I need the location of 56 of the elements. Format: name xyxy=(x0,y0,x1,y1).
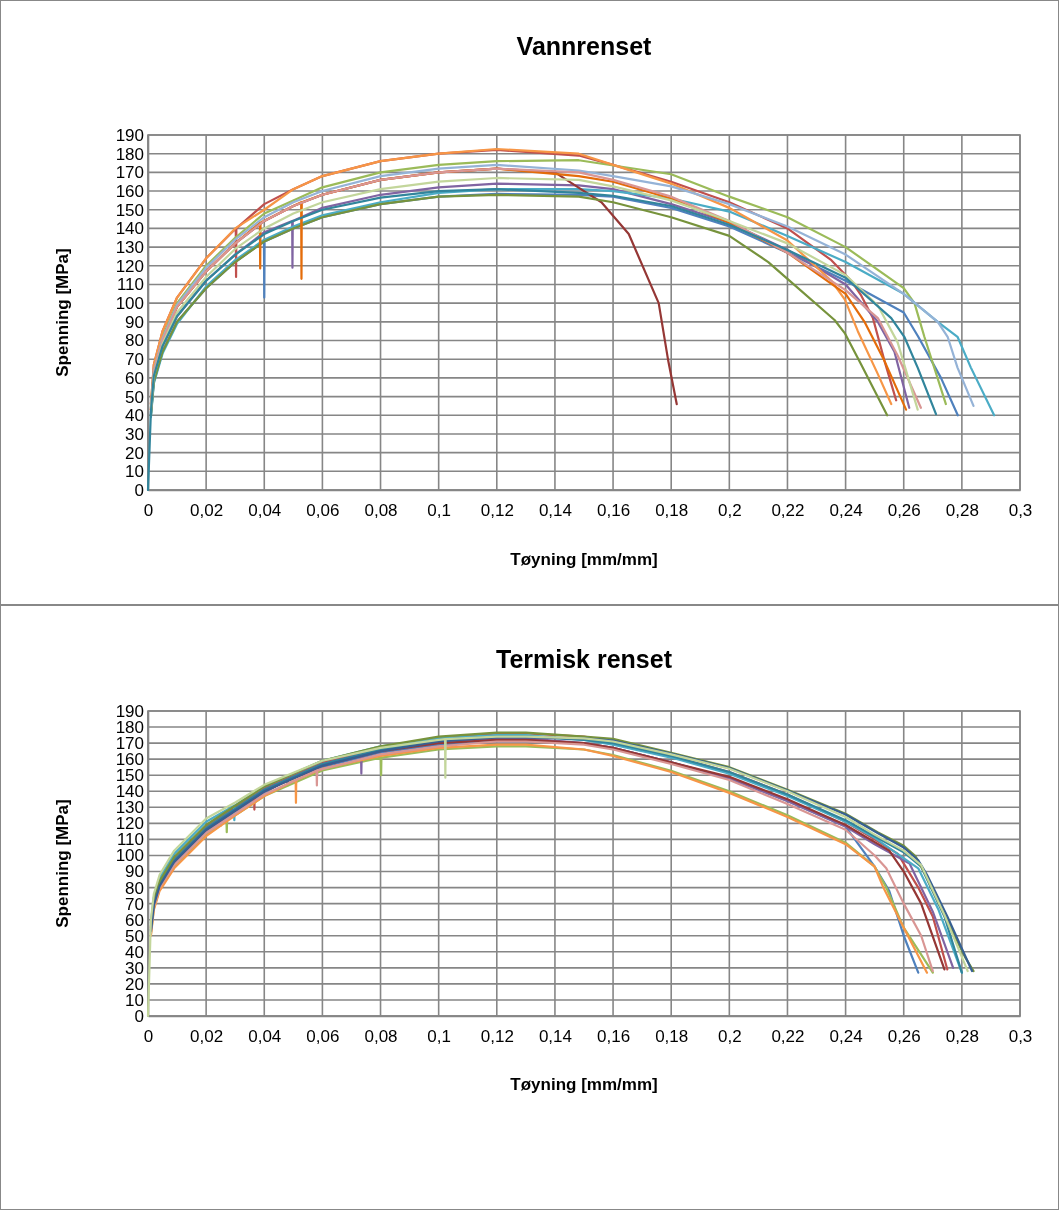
x-tick-label: 0,26 xyxy=(887,501,921,521)
y-tick-label: 90 xyxy=(125,312,144,332)
x-tick-label: 0,16 xyxy=(597,501,631,521)
x-tick-label: 0,06 xyxy=(306,1027,340,1047)
y-tick-label: 140 xyxy=(115,219,144,239)
x-tick-label: 0,04 xyxy=(248,501,282,521)
y-tick-label: 80 xyxy=(125,331,144,351)
x-tick-label: 0,14 xyxy=(538,1027,572,1047)
y-tick-label: 180 xyxy=(115,144,144,164)
y-tick-label: 190 xyxy=(115,125,144,145)
x-tick-label: 0,24 xyxy=(829,1027,863,1047)
y-tick-label: 120 xyxy=(115,256,144,276)
x-tick-label: 0,12 xyxy=(480,1027,514,1047)
x-tick-label: 0,28 xyxy=(945,501,979,521)
x-tick-label: 0,18 xyxy=(655,501,689,521)
y-tick-label: 10 xyxy=(125,462,144,482)
x-tick-label: 0,3 xyxy=(1008,1027,1033,1047)
x-tick-label: 0,22 xyxy=(771,501,805,521)
y-axis-title: Spenning [MPa] xyxy=(53,799,72,928)
x-tick-label: 0,2 xyxy=(718,501,742,521)
x-tick-label: 0,04 xyxy=(248,1027,282,1047)
x-tick-label: 0,2 xyxy=(718,1027,742,1047)
y-tick-label: 100 xyxy=(115,294,144,314)
x-tick-label: 0,3 xyxy=(1008,501,1033,521)
y-tick-label: 70 xyxy=(125,350,144,370)
x-tick-label: 0,12 xyxy=(480,501,514,521)
y-tick-label: 0 xyxy=(134,480,144,500)
chart-title: Vannrenset xyxy=(516,32,653,60)
x-tick-label: 0,18 xyxy=(655,1027,689,1047)
x-tick-label: 0,08 xyxy=(364,1027,398,1047)
y-tick-label: 150 xyxy=(115,200,144,220)
y-tick-label: 60 xyxy=(125,368,144,388)
y-tick-label: 160 xyxy=(115,181,144,201)
x-tick-label: 0,16 xyxy=(597,1027,631,1047)
y-tick-label: 130 xyxy=(115,238,144,258)
x-tick-label: 0,28 xyxy=(945,1027,979,1047)
y-axis-title: Spenning [MPa] xyxy=(53,248,72,377)
y-tick-label: 20 xyxy=(125,443,144,463)
x-tick-label: 0,02 xyxy=(190,1027,224,1047)
y-tick-label: 50 xyxy=(125,387,144,407)
y-tick-label: 170 xyxy=(115,163,144,183)
x-tick-label: 0,02 xyxy=(190,501,224,521)
y-tick-label: 40 xyxy=(125,406,144,426)
x-tick-label: 0,08 xyxy=(364,501,398,521)
x-tick-label: 0,1 xyxy=(427,501,451,521)
x-tick-label: 0,14 xyxy=(538,501,572,521)
y-tick-label: 30 xyxy=(125,424,144,444)
x-tick-label: 0,24 xyxy=(829,501,863,521)
chart-title: Termisk renset xyxy=(495,645,673,673)
x-axis-title: Tøyning [mm/mm] xyxy=(510,550,658,569)
y-tick-label: 110 xyxy=(116,275,144,295)
x-tick-label: 0,26 xyxy=(887,1027,921,1047)
x-axis-title: Tøyning [mm/mm] xyxy=(510,1075,658,1094)
x-tick-label: 0,22 xyxy=(771,1027,805,1047)
x-tick-label: 0,06 xyxy=(306,501,340,521)
x-tick-label: 0,1 xyxy=(427,1027,451,1047)
